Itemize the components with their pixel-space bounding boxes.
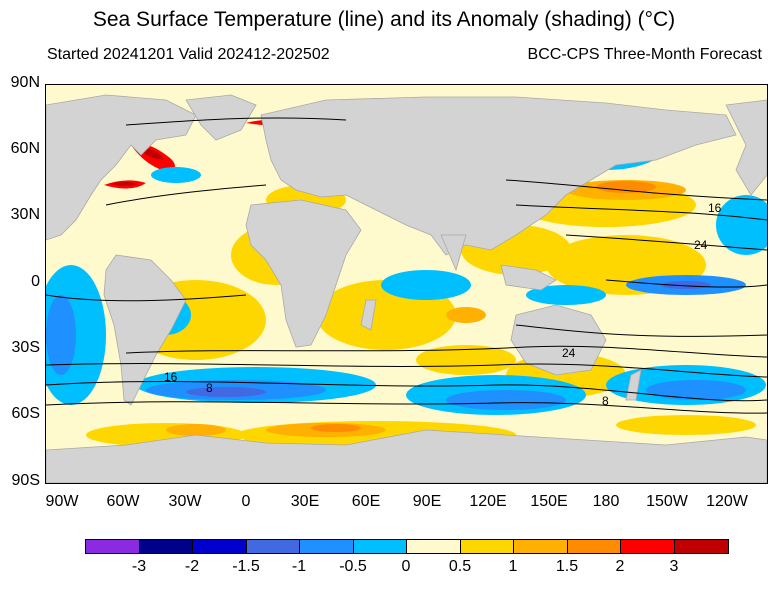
colorbar-label: -3 (131, 558, 147, 575)
colorbar-label: -1 (291, 558, 307, 575)
colorbar-label: 1.5 (555, 558, 579, 575)
contour-label: 8 (206, 381, 213, 395)
colorbar (85, 539, 729, 554)
lat-label: 90N (10, 74, 40, 91)
contour-label-group: 16 24 24 16 8 8 (164, 201, 722, 408)
colorbar-swatch (353, 540, 407, 553)
colorbar-swatch (674, 540, 728, 553)
colorbar-label: 1 (508, 558, 518, 575)
forecast-source: BCC-CPS Three-Month Forecast (527, 46, 762, 63)
colorbar-label: -2 (184, 558, 200, 575)
colorbar-swatch (139, 540, 193, 553)
colorbar-label: 0 (401, 558, 411, 575)
lon-label: 120E (469, 493, 507, 510)
lat-label: 90S (11, 472, 40, 489)
colorbar-label: 0.5 (448, 558, 472, 575)
contour-label: 8 (602, 394, 609, 408)
contour-label: 16 (708, 201, 722, 215)
lat-label: 30S (11, 339, 40, 356)
lat-label: 60S (11, 405, 40, 422)
lon-label: 150E (530, 493, 568, 510)
colorbar-swatch (460, 540, 514, 553)
colorbar-swatch (246, 540, 300, 553)
contour-label: 24 (562, 346, 576, 360)
contour-label: 16 (164, 370, 178, 384)
sst-contour-lines (46, 117, 767, 414)
land-layer (46, 94, 767, 483)
colorbar-swatch (567, 540, 621, 553)
warm-anomaly-layer-3 (311, 181, 656, 432)
lon-label: 90W (45, 493, 79, 510)
map-canvas: 16 24 24 16 8 8 (46, 85, 767, 483)
colorbar-swatch (407, 540, 461, 553)
colorbar-swatch (86, 540, 140, 553)
lon-label: 60W (106, 493, 140, 510)
lon-label: 0 (241, 493, 251, 510)
colorbar-swatch (514, 540, 568, 553)
colorbar-label: -1.5 (232, 558, 260, 575)
contour-label: 24 (694, 238, 708, 252)
lon-label: 60E (351, 493, 381, 510)
lon-label: 30W (168, 493, 202, 510)
map-title: Sea Surface Temperature (line) and its A… (92, 8, 676, 31)
forecast-validity: Started 20241201 Valid 202412-202502 (47, 46, 330, 63)
colorbar-swatch (621, 540, 675, 553)
lon-label: 120W (706, 493, 748, 510)
lon-label: 90E (412, 493, 442, 510)
colorbar-label: -0.5 (339, 558, 367, 575)
colorbar-label: 3 (669, 558, 679, 575)
colorbar-swatch (300, 540, 354, 553)
lon-label: 30E (290, 493, 320, 510)
lat-label: 0 (31, 273, 40, 290)
colorbar-swatch (193, 540, 247, 553)
lat-label: 60N (10, 140, 40, 157)
lat-label: 30N (10, 206, 40, 223)
colorbar-label: 2 (615, 558, 625, 575)
lon-label: 150W (646, 493, 688, 510)
sst-anomaly-map: 16 24 24 16 8 8 (45, 84, 768, 484)
cold-anomaly-layer-3 (186, 281, 711, 397)
lon-label: 180 (592, 493, 620, 510)
